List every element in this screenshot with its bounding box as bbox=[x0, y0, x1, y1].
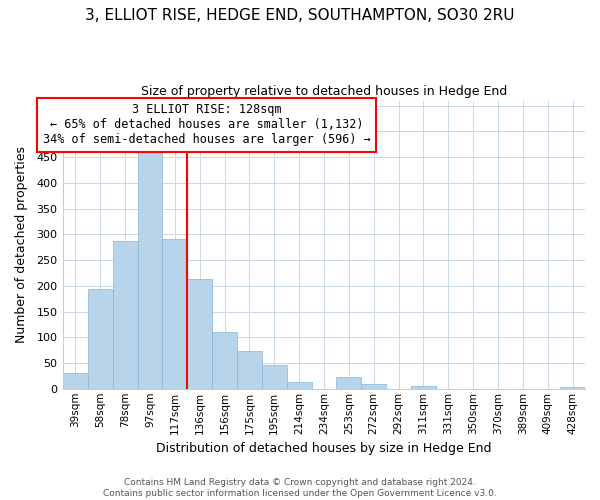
Bar bbox=[361, 384, 386, 389]
Title: Size of property relative to detached houses in Hedge End: Size of property relative to detached ho… bbox=[141, 85, 507, 98]
Bar bbox=[187, 279, 212, 389]
Bar bbox=[262, 364, 287, 389]
Bar bbox=[337, 378, 361, 389]
X-axis label: Distribution of detached houses by size in Hedge End: Distribution of detached houses by size … bbox=[156, 442, 492, 455]
Bar bbox=[212, 332, 237, 389]
Bar bbox=[63, 374, 88, 389]
Bar bbox=[237, 350, 262, 389]
Bar bbox=[287, 382, 311, 389]
Bar bbox=[88, 290, 113, 389]
Bar bbox=[137, 152, 163, 389]
Text: 3 ELLIOT RISE: 128sqm
← 65% of detached houses are smaller (1,132)
34% of semi-d: 3 ELLIOT RISE: 128sqm ← 65% of detached … bbox=[43, 104, 370, 146]
Bar bbox=[411, 386, 436, 389]
Bar bbox=[163, 239, 187, 389]
Y-axis label: Number of detached properties: Number of detached properties bbox=[15, 146, 28, 343]
Text: 3, ELLIOT RISE, HEDGE END, SOUTHAMPTON, SO30 2RU: 3, ELLIOT RISE, HEDGE END, SOUTHAMPTON, … bbox=[85, 8, 515, 22]
Bar bbox=[560, 386, 585, 389]
Text: Contains HM Land Registry data © Crown copyright and database right 2024.
Contai: Contains HM Land Registry data © Crown c… bbox=[103, 478, 497, 498]
Bar bbox=[113, 241, 137, 389]
